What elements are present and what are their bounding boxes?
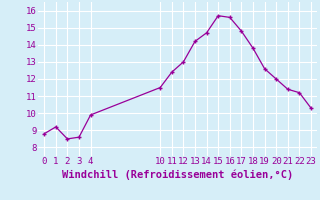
X-axis label: Windchill (Refroidissement éolien,°C): Windchill (Refroidissement éolien,°C) <box>62 169 293 180</box>
